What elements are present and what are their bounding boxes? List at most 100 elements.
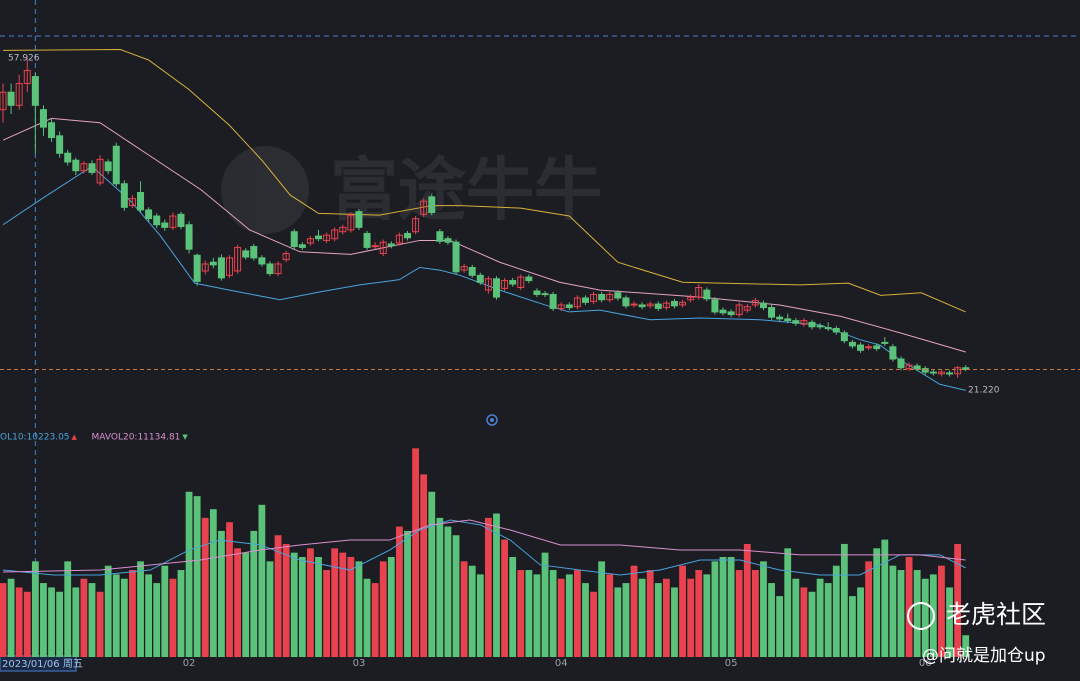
candle-body (323, 234, 331, 241)
min-label: 21.220 (968, 386, 1000, 396)
volume-bar (153, 583, 161, 657)
volume-bar (468, 565, 476, 657)
x-tick-label: 04 (555, 658, 568, 669)
band-line (2, 49, 966, 313)
volume-bar (889, 565, 897, 657)
candle-body (929, 371, 937, 374)
candle-body (404, 232, 411, 239)
volume-bar (622, 583, 630, 657)
candle-body (533, 290, 541, 295)
candle-body (460, 266, 468, 271)
candle-body (598, 293, 606, 301)
volume-bar (590, 591, 597, 657)
candle-body (905, 364, 913, 370)
candle-body (954, 367, 962, 375)
band-line (2, 117, 966, 353)
volume-bar (751, 570, 759, 657)
volume-bar (404, 530, 411, 657)
volume-bar (96, 591, 104, 657)
candle-body (670, 300, 678, 307)
pane-toggle[interactable] (486, 414, 498, 426)
volume-ma-line (2, 519, 966, 573)
brand-text: 老虎社区 (946, 600, 1046, 629)
volume-bar (209, 509, 217, 657)
volume-bar (711, 561, 719, 657)
volume-bar (177, 570, 185, 657)
candle-body (250, 246, 258, 259)
candle-body (145, 209, 153, 220)
candle-body (128, 198, 136, 207)
volume-bar (379, 561, 387, 657)
volume-bar (549, 570, 557, 657)
candle-body (412, 218, 420, 233)
volume-ma-arrow: ▲ (72, 433, 78, 441)
volume-bar (23, 591, 31, 657)
candle-body (962, 367, 970, 370)
volume-bar (541, 552, 549, 657)
volume-bar (792, 578, 800, 657)
volume-ma-label: OL10:10223.05 (0, 433, 70, 443)
candle-body (630, 303, 638, 306)
volume-bar (56, 591, 64, 657)
candle-body (88, 163, 96, 173)
volume-bar (88, 583, 96, 657)
candle-body (363, 232, 371, 248)
candle-body (719, 309, 727, 314)
candle-body (56, 135, 64, 154)
x-tick-label: 05 (725, 658, 738, 669)
candle-body (315, 235, 323, 240)
volume-bar (290, 552, 298, 657)
candle-body (832, 327, 840, 333)
volume-bar (218, 530, 225, 657)
candle-body (484, 278, 492, 291)
candle-body (169, 215, 177, 228)
volume-bar (161, 565, 169, 657)
volume-bar (339, 552, 347, 657)
volume-bar (857, 587, 864, 657)
max-label: 57.926 (8, 54, 40, 64)
volume-bar (274, 535, 282, 657)
candle-body (881, 341, 889, 344)
candle-body (711, 299, 719, 313)
volume-bar (193, 496, 201, 657)
candle-body (808, 321, 816, 328)
candle-body (436, 231, 444, 242)
candle-body (784, 318, 792, 322)
volume-bar (493, 513, 500, 657)
volume-bar (946, 587, 953, 657)
volume-bar (234, 548, 242, 657)
volume-bar (72, 587, 80, 657)
volume-bar (242, 552, 250, 657)
volume-bar (266, 561, 274, 657)
volume-bar (436, 517, 444, 657)
volume-bar (145, 574, 153, 657)
volume-bar (452, 535, 460, 657)
volume-bar (80, 578, 88, 657)
candle-body (768, 307, 776, 318)
candle-body (226, 257, 234, 276)
candle-body (177, 213, 185, 227)
candle-body (743, 306, 751, 311)
candle-body (23, 69, 31, 85)
candle-body (234, 246, 242, 272)
candle-body (104, 161, 112, 172)
candle-body (298, 244, 306, 248)
candle-body (654, 303, 662, 309)
volume-bar (897, 570, 905, 657)
volume-bar (646, 570, 654, 657)
volume-bar (881, 539, 889, 657)
candle-body (735, 304, 743, 316)
volume-bar (938, 565, 945, 657)
volume-bar (905, 557, 913, 657)
candle-body (865, 346, 873, 349)
volume-bar (282, 543, 290, 657)
volume-bar (808, 591, 816, 657)
candle-body (662, 302, 670, 309)
candle-body (638, 304, 646, 308)
volume-bar (573, 570, 581, 657)
candle-body (492, 278, 500, 298)
volume-bar (719, 557, 727, 657)
candle-body (800, 320, 808, 325)
candle-body (72, 159, 80, 172)
